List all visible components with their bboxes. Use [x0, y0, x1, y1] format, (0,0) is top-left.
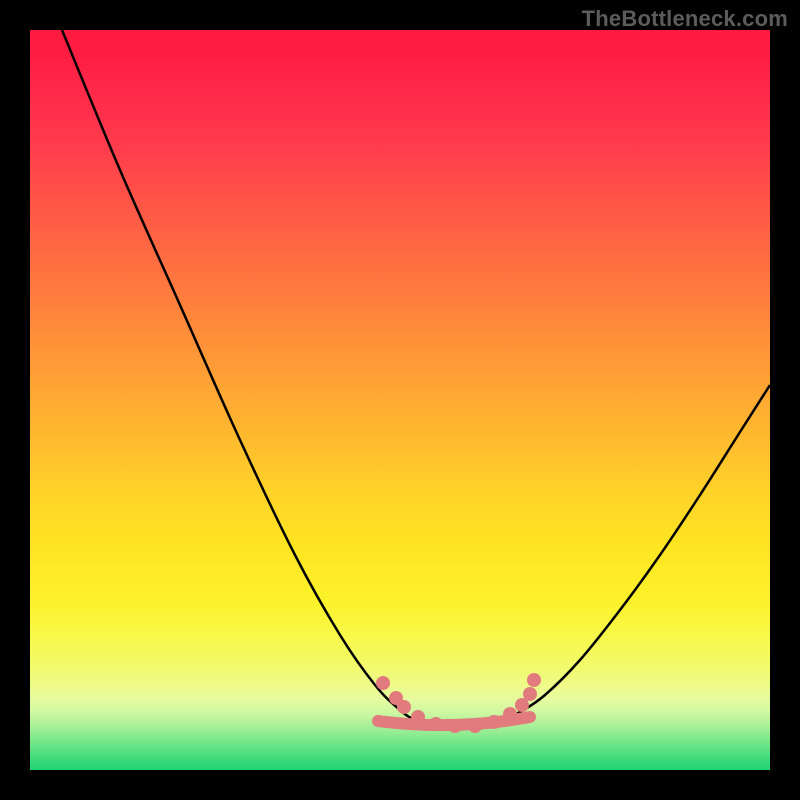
curve-marker: [429, 717, 443, 731]
curve-marker: [411, 710, 425, 724]
gradient-background: [30, 30, 770, 770]
watermark-text: TheBottleneck.com: [582, 6, 788, 32]
curve-marker: [523, 687, 537, 701]
curve-marker: [397, 700, 411, 714]
curve-marker: [527, 673, 541, 687]
curve-marker: [376, 676, 390, 690]
curve-marker: [468, 719, 482, 733]
curve-marker: [503, 707, 517, 721]
curve-marker: [448, 719, 462, 733]
curve-marker: [487, 715, 501, 729]
outer-frame: TheBottleneck.com: [0, 0, 800, 800]
bottleneck-chart: [0, 0, 800, 800]
